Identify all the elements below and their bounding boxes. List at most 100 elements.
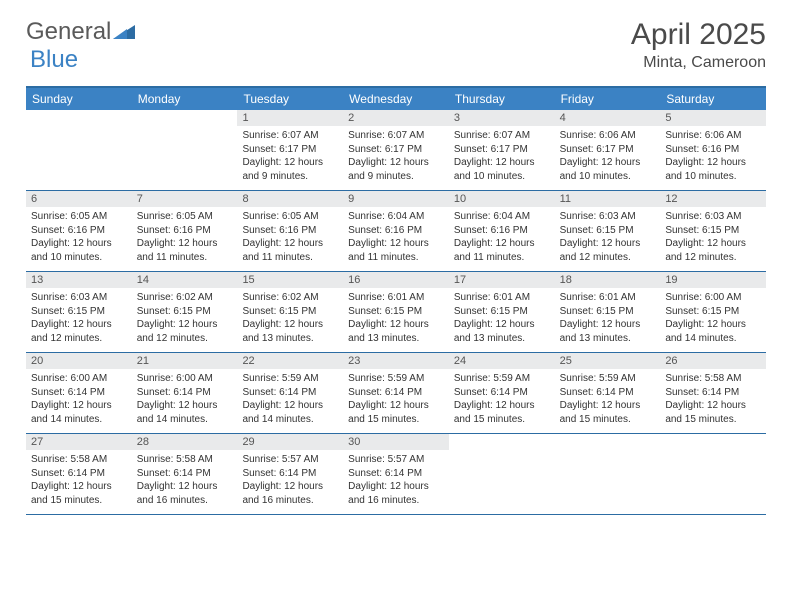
- logo: General: [26, 18, 135, 46]
- sunrise-text: Sunrise: 5:57 AM: [242, 453, 338, 467]
- day-number: 30: [343, 434, 449, 450]
- day-cell: 28Sunrise: 5:58 AMSunset: 6:14 PMDayligh…: [132, 434, 238, 514]
- sunrise-text: Sunrise: 6:03 AM: [665, 210, 761, 224]
- daylight-text: Daylight: 12 hours and 12 minutes.: [665, 237, 761, 264]
- day-body: Sunrise: 6:04 AMSunset: 6:16 PMDaylight:…: [449, 207, 555, 268]
- weekday-header: Tuesday: [237, 88, 343, 110]
- daylight-text: Daylight: 12 hours and 11 minutes.: [242, 237, 338, 264]
- logo-triangle-icon: [113, 18, 135, 46]
- day-number: 13: [26, 272, 132, 288]
- sunset-text: Sunset: 6:14 PM: [348, 386, 444, 400]
- sunrise-text: Sunrise: 6:05 AM: [242, 210, 338, 224]
- daylight-text: Daylight: 12 hours and 16 minutes.: [348, 480, 444, 507]
- day-body: Sunrise: 5:59 AMSunset: 6:14 PMDaylight:…: [343, 369, 449, 430]
- day-cell: 21Sunrise: 6:00 AMSunset: 6:14 PMDayligh…: [132, 353, 238, 433]
- sunrise-text: Sunrise: 6:01 AM: [454, 291, 550, 305]
- day-cell: 3Sunrise: 6:07 AMSunset: 6:17 PMDaylight…: [449, 110, 555, 190]
- sunset-text: Sunset: 6:17 PM: [348, 143, 444, 157]
- sunset-text: Sunset: 6:14 PM: [242, 386, 338, 400]
- sunset-text: Sunset: 6:17 PM: [560, 143, 656, 157]
- daylight-text: Daylight: 12 hours and 10 minutes.: [560, 156, 656, 183]
- day-cell: [132, 110, 238, 190]
- day-cell: 29Sunrise: 5:57 AMSunset: 6:14 PMDayligh…: [237, 434, 343, 514]
- weekday-header: Monday: [132, 88, 238, 110]
- day-body: Sunrise: 5:59 AMSunset: 6:14 PMDaylight:…: [237, 369, 343, 430]
- weekday-header: Saturday: [660, 88, 766, 110]
- day-number: 17: [449, 272, 555, 288]
- day-number: 21: [132, 353, 238, 369]
- day-cell: 6Sunrise: 6:05 AMSunset: 6:16 PMDaylight…: [26, 191, 132, 271]
- day-cell: 12Sunrise: 6:03 AMSunset: 6:15 PMDayligh…: [660, 191, 766, 271]
- day-cell: 5Sunrise: 6:06 AMSunset: 6:16 PMDaylight…: [660, 110, 766, 190]
- logo-text-blue: Blue: [30, 46, 78, 74]
- day-cell: [555, 434, 661, 514]
- daylight-text: Daylight: 12 hours and 10 minutes.: [454, 156, 550, 183]
- day-body: Sunrise: 5:58 AMSunset: 6:14 PMDaylight:…: [26, 450, 132, 511]
- day-number: 29: [237, 434, 343, 450]
- day-body: Sunrise: 6:05 AMSunset: 6:16 PMDaylight:…: [237, 207, 343, 268]
- day-cell: 20Sunrise: 6:00 AMSunset: 6:14 PMDayligh…: [26, 353, 132, 433]
- daylight-text: Daylight: 12 hours and 13 minutes.: [560, 318, 656, 345]
- day-number: 16: [343, 272, 449, 288]
- day-number: 7: [132, 191, 238, 207]
- day-number: 9: [343, 191, 449, 207]
- sunset-text: Sunset: 6:16 PM: [348, 224, 444, 238]
- day-number: 2: [343, 110, 449, 126]
- day-cell: 24Sunrise: 5:59 AMSunset: 6:14 PMDayligh…: [449, 353, 555, 433]
- daylight-text: Daylight: 12 hours and 12 minutes.: [31, 318, 127, 345]
- month-title: April 2025: [631, 18, 766, 52]
- sunrise-text: Sunrise: 6:04 AM: [348, 210, 444, 224]
- day-body: Sunrise: 6:00 AMSunset: 6:15 PMDaylight:…: [660, 288, 766, 349]
- sunset-text: Sunset: 6:14 PM: [31, 386, 127, 400]
- day-cell: 19Sunrise: 6:00 AMSunset: 6:15 PMDayligh…: [660, 272, 766, 352]
- daylight-text: Daylight: 12 hours and 13 minutes.: [242, 318, 338, 345]
- day-cell: 13Sunrise: 6:03 AMSunset: 6:15 PMDayligh…: [26, 272, 132, 352]
- sunrise-text: Sunrise: 6:00 AM: [31, 372, 127, 386]
- sunset-text: Sunset: 6:14 PM: [560, 386, 656, 400]
- day-number: 10: [449, 191, 555, 207]
- sunrise-text: Sunrise: 6:03 AM: [31, 291, 127, 305]
- day-cell: 17Sunrise: 6:01 AMSunset: 6:15 PMDayligh…: [449, 272, 555, 352]
- daylight-text: Daylight: 12 hours and 11 minutes.: [137, 237, 233, 264]
- day-body: Sunrise: 6:03 AMSunset: 6:15 PMDaylight:…: [555, 207, 661, 268]
- sunset-text: Sunset: 6:17 PM: [454, 143, 550, 157]
- sunrise-text: Sunrise: 6:07 AM: [242, 129, 338, 143]
- day-number: 19: [660, 272, 766, 288]
- week-row: 6Sunrise: 6:05 AMSunset: 6:16 PMDaylight…: [26, 191, 766, 272]
- sunrise-text: Sunrise: 6:06 AM: [665, 129, 761, 143]
- day-body: Sunrise: 6:02 AMSunset: 6:15 PMDaylight:…: [237, 288, 343, 349]
- day-cell: 30Sunrise: 5:57 AMSunset: 6:14 PMDayligh…: [343, 434, 449, 514]
- day-cell: 14Sunrise: 6:02 AMSunset: 6:15 PMDayligh…: [132, 272, 238, 352]
- sunset-text: Sunset: 6:15 PM: [665, 224, 761, 238]
- day-body: Sunrise: 6:03 AMSunset: 6:15 PMDaylight:…: [26, 288, 132, 349]
- day-number: 22: [237, 353, 343, 369]
- sunset-text: Sunset: 6:16 PM: [454, 224, 550, 238]
- day-body: Sunrise: 5:58 AMSunset: 6:14 PMDaylight:…: [660, 369, 766, 430]
- daylight-text: Daylight: 12 hours and 10 minutes.: [665, 156, 761, 183]
- day-body: Sunrise: 6:06 AMSunset: 6:17 PMDaylight:…: [555, 126, 661, 187]
- day-number: 11: [555, 191, 661, 207]
- day-cell: 10Sunrise: 6:04 AMSunset: 6:16 PMDayligh…: [449, 191, 555, 271]
- day-cell: 26Sunrise: 5:58 AMSunset: 6:14 PMDayligh…: [660, 353, 766, 433]
- header: General April 2025 Minta, Cameroon: [0, 0, 792, 80]
- calendar: SundayMondayTuesdayWednesdayThursdayFrid…: [26, 86, 766, 515]
- sunset-text: Sunset: 6:14 PM: [242, 467, 338, 481]
- day-body: Sunrise: 6:05 AMSunset: 6:16 PMDaylight:…: [132, 207, 238, 268]
- day-body: Sunrise: 6:01 AMSunset: 6:15 PMDaylight:…: [449, 288, 555, 349]
- daylight-text: Daylight: 12 hours and 14 minutes.: [665, 318, 761, 345]
- day-number: 4: [555, 110, 661, 126]
- weeks-container: 1Sunrise: 6:07 AMSunset: 6:17 PMDaylight…: [26, 110, 766, 515]
- daylight-text: Daylight: 12 hours and 15 minutes.: [454, 399, 550, 426]
- weekday-header: Sunday: [26, 88, 132, 110]
- sunrise-text: Sunrise: 6:01 AM: [348, 291, 444, 305]
- weekday-header-row: SundayMondayTuesdayWednesdayThursdayFrid…: [26, 88, 766, 110]
- sunset-text: Sunset: 6:15 PM: [665, 305, 761, 319]
- day-number: 14: [132, 272, 238, 288]
- daylight-text: Daylight: 12 hours and 13 minutes.: [348, 318, 444, 345]
- daylight-text: Daylight: 12 hours and 9 minutes.: [348, 156, 444, 183]
- sunrise-text: Sunrise: 5:59 AM: [560, 372, 656, 386]
- daylight-text: Daylight: 12 hours and 16 minutes.: [137, 480, 233, 507]
- sunset-text: Sunset: 6:16 PM: [665, 143, 761, 157]
- day-number: 3: [449, 110, 555, 126]
- day-cell: 7Sunrise: 6:05 AMSunset: 6:16 PMDaylight…: [132, 191, 238, 271]
